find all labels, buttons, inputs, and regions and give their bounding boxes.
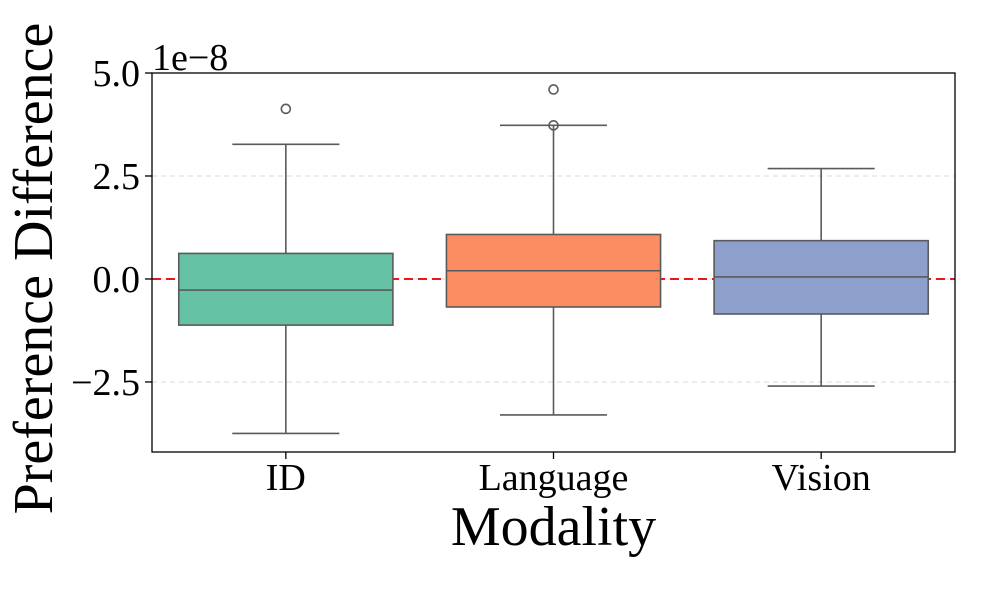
y-tick-label: 5.0 xyxy=(93,53,141,95)
x-axis-label: Modality xyxy=(451,496,656,558)
outlier-point xyxy=(548,120,559,131)
box-language xyxy=(445,84,662,416)
box-id xyxy=(177,103,394,435)
x-tick-label: ID xyxy=(266,457,306,499)
y-tick-label: −2.5 xyxy=(71,362,140,404)
x-tick-label: Language xyxy=(479,457,629,499)
outlier-point xyxy=(280,103,292,115)
y-tick-label: 2.5 xyxy=(93,156,141,198)
y-axis-label: Preference Difference xyxy=(3,23,65,515)
y-tick-label: 0.0 xyxy=(93,259,141,301)
y-axis-ticks: −2.5 0.0 2.5 5.0 xyxy=(71,53,152,404)
box-iqr xyxy=(177,252,394,326)
boxes-layer xyxy=(177,84,930,435)
box-vision xyxy=(713,167,930,387)
x-tick-label: Vision xyxy=(772,457,871,499)
x-axis-ticks: ID Language Vision xyxy=(266,452,871,499)
outlier-point xyxy=(548,84,559,95)
y-axis-offset-label: 1e−8 xyxy=(152,37,228,79)
